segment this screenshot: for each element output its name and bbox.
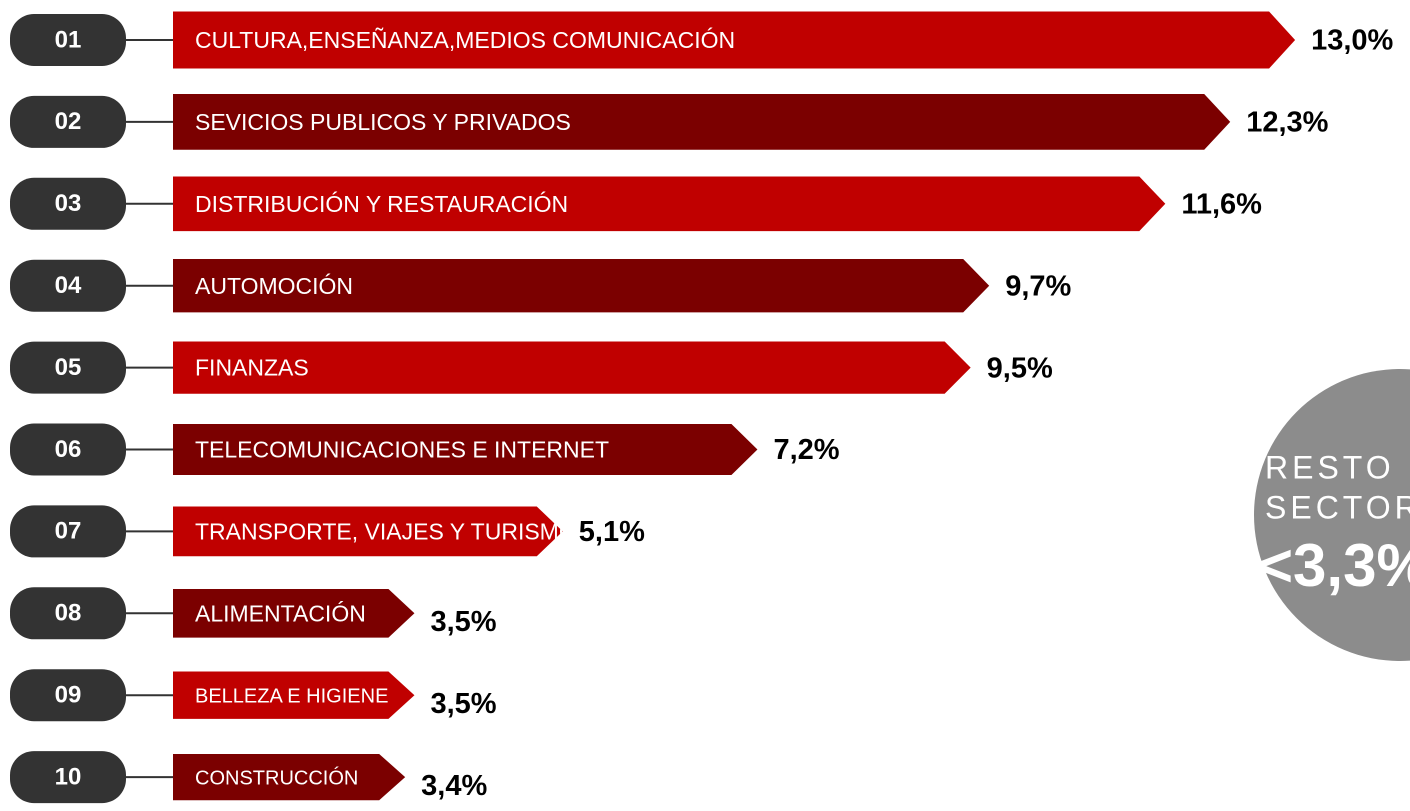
annotation-line: SECTORES: [1265, 489, 1410, 525]
category-label: TELECOMUNICACIONES E INTERNET: [195, 437, 609, 463]
category-label: ALIMENTACIÓN: [195, 600, 366, 626]
bar: [173, 754, 406, 801]
bar: [173, 94, 1231, 150]
bar: [173, 259, 990, 313]
rest-circle: [1254, 369, 1410, 661]
rank-label: 09: [55, 682, 82, 709]
rank-label: 10: [55, 763, 82, 790]
category-label: AUTOMOCIÓN: [195, 273, 353, 299]
category-label: SEVICIOS PUBLICOS Y PRIVADOS: [195, 109, 571, 135]
value-label: 11,6%: [1181, 188, 1262, 220]
bar: [173, 589, 415, 638]
rank-pill: [10, 751, 126, 804]
category-label: CONSTRUCCIÓN: [195, 766, 358, 789]
value-label: 13,0%: [1311, 25, 1393, 57]
rank-pill: [10, 259, 126, 312]
bar: [173, 341, 971, 394]
rank-pill: [10, 423, 126, 476]
rank-label: 01: [55, 26, 82, 53]
rank-pill: [10, 587, 126, 640]
category-label: DISTRIBUCIÓN Y RESTAURACIÓN: [195, 191, 568, 217]
rank-pill: [10, 669, 126, 722]
rank-label: 07: [55, 518, 82, 545]
rank-label: 05: [55, 354, 82, 381]
rank-pill: [10, 95, 126, 148]
rank-label: 03: [55, 190, 82, 217]
category-label: TRANSPORTE, VIAJES Y TURISMO: [195, 518, 577, 544]
bar: [173, 11, 1296, 69]
value-label: 7,2%: [773, 434, 839, 466]
rank-label: 02: [55, 108, 82, 135]
category-label: BELLEZA E HIGIENE: [195, 685, 388, 707]
value-label: 3,5%: [430, 688, 496, 720]
value-label: 12,3%: [1246, 107, 1328, 139]
rank-label: 04: [55, 272, 82, 299]
value-label: 5,1%: [579, 516, 645, 548]
rank-pill: [10, 505, 126, 558]
rank-pill: [10, 341, 126, 394]
rank-pill: [10, 177, 126, 230]
bar: [173, 424, 758, 475]
value-label: 3,5%: [430, 606, 496, 638]
category-label: CULTURA,ENSEÑANZA,MEDIOS COMUNICACIÓN: [195, 27, 735, 53]
rank-pill: [10, 14, 126, 66]
bar: [173, 176, 1166, 232]
value-label: 9,5%: [987, 352, 1053, 384]
rank-label: 08: [55, 600, 82, 627]
bar: [173, 506, 563, 557]
rest-sectors: RESTO SECTORES <3,3%: [1254, 369, 1410, 661]
annotation-line: RESTO: [1265, 449, 1395, 485]
value-label: 3,4%: [421, 770, 487, 802]
bar: [173, 671, 415, 719]
value-label: 9,7%: [1005, 270, 1071, 302]
rank-label: 06: [55, 436, 82, 463]
annotation-value: <3,3%: [1258, 532, 1410, 599]
category-label: FINANZAS: [195, 355, 309, 381]
